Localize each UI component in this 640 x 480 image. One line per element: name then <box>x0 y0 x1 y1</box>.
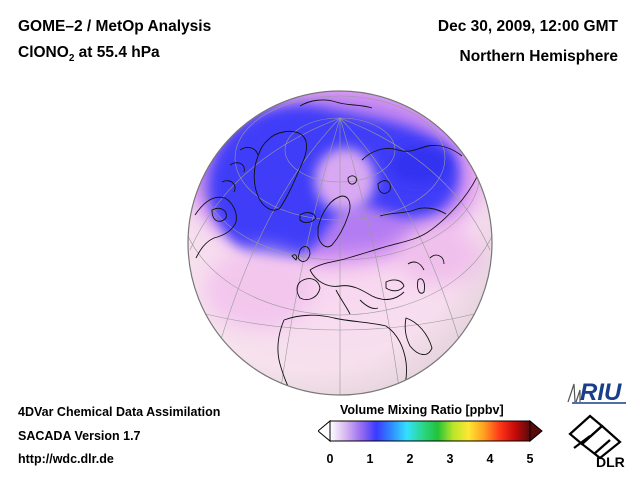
title-region: Northern Hemisphere <box>459 48 618 65</box>
colorbar-overflow-arrow <box>529 419 543 443</box>
title-instrument: GOME–2 / MetOp Analysis <box>18 18 212 35</box>
globe-field <box>188 91 492 395</box>
globe-outline <box>187 90 493 396</box>
species-main: ClONO <box>18 44 69 61</box>
dlr-emblem <box>568 414 622 460</box>
footer-url: http://wdc.dlr.de <box>18 452 114 466</box>
footer-method: 4DVar Chemical Data Assimilation <box>18 405 221 419</box>
colorbar-title: Volume Mixing Ratio [ppbv] <box>340 403 504 417</box>
title-species: ClONO2 at 55.4 hPa <box>18 44 160 64</box>
colorbar-gradient <box>329 420 531 442</box>
globe-map <box>187 90 493 396</box>
colorbar-underflow-arrow <box>318 419 331 443</box>
dlr-logo: DLR <box>568 414 625 470</box>
species-subscript: 2 <box>68 53 75 65</box>
species-level: at 55.4 hPa <box>74 44 160 61</box>
colorbar-tick-label: 1 <box>366 452 374 466</box>
colorbar-tick-label: 0 <box>326 452 334 466</box>
colorbar-tick-label: 3 <box>446 452 454 466</box>
colorbar-tick-label: 4 <box>486 452 494 466</box>
riu-logo-text: RIU <box>580 379 622 406</box>
colorbar-tick-label: 5 <box>526 452 534 466</box>
dlr-logo-text: DLR <box>596 454 625 470</box>
title-datetime: Dec 30, 2009, 12:00 GMT <box>437 18 618 35</box>
colorbar-tick-label: 2 <box>406 452 414 466</box>
riu-logo: RIU <box>567 379 626 406</box>
footer-version: SACADA Version 1.7 <box>18 429 141 443</box>
colorbar <box>318 419 543 443</box>
